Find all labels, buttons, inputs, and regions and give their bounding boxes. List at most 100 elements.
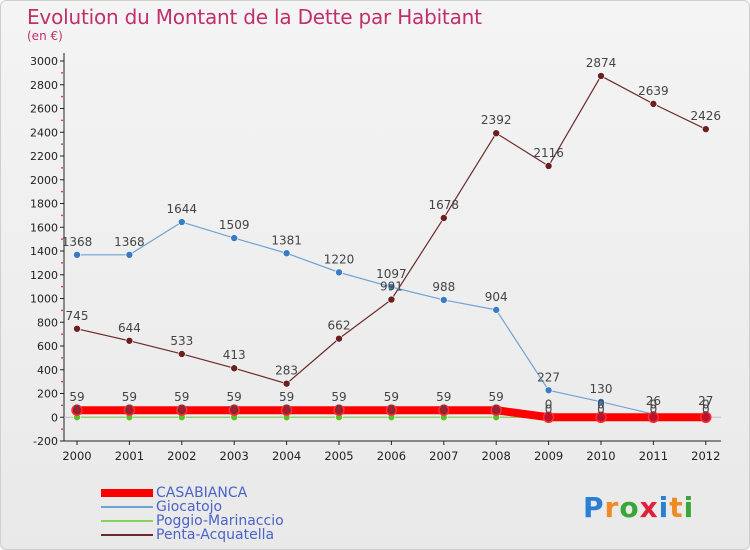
- data-label-casabianca: 59: [174, 390, 189, 404]
- data-point-casabianca: [542, 411, 555, 423]
- data-label-poggio-marinaccio: 0: [283, 402, 291, 416]
- legend-swatch-giocatojo: [101, 506, 153, 508]
- data-label-giocatojo: 1220: [324, 252, 355, 266]
- legend-label-casabianca: CASABIANCA: [156, 485, 248, 501]
- data-label-casabianca: 59: [227, 390, 242, 404]
- data-point-casabianca: [438, 404, 450, 416]
- y-tick-label: 800: [37, 316, 58, 329]
- logo-letter: i: [683, 491, 695, 524]
- y-tick-label: 1600: [30, 221, 58, 234]
- y-tick-label: 2600: [30, 103, 58, 116]
- data-point-penta-acquatella: [492, 129, 501, 137]
- data-point-casabianca: [333, 404, 345, 416]
- data-label-giocatojo: 1509: [219, 218, 250, 232]
- x-tick-label: 2000: [62, 449, 91, 463]
- data-label-giocatojo: 27: [698, 394, 713, 408]
- legend-label-giocatojo: Giocatojo: [156, 499, 223, 515]
- chart-subtitle: (en €): [27, 29, 63, 43]
- chart-legend: CASABIANCA Giocatojo Poggio-Marinaccio Pent…: [101, 486, 284, 542]
- legend-swatch-casabianca: [101, 489, 153, 497]
- data-label-poggio-marinaccio: 0: [545, 402, 553, 416]
- data-label-giocatojo: 904: [485, 290, 508, 304]
- legend-label-penta-acquatella: Penta-Acquatella: [156, 527, 275, 543]
- data-point-giocatojo: [439, 296, 448, 304]
- y-minor-tick: [61, 71, 63, 74]
- x-tick-label: 2006: [377, 449, 406, 463]
- x-tick-label: 2008: [482, 449, 511, 463]
- legend-item-giocatojo: Giocatojo: [101, 500, 284, 514]
- logo-letter: x: [639, 491, 659, 524]
- data-label-giocatojo: 227: [537, 370, 560, 384]
- data-point-penta-acquatella: [125, 336, 134, 345]
- data-point-penta-acquatella: [387, 295, 396, 304]
- x-tick-label: 2001: [115, 449, 144, 463]
- y-minor-tick: [61, 380, 63, 383]
- data-point-casabianca: [490, 404, 502, 416]
- data-point-casabianca: [71, 404, 83, 416]
- y-tick-label: 200: [37, 388, 58, 401]
- data-label-poggio-marinaccio: 0: [597, 402, 605, 416]
- data-label-casabianca: 59: [436, 390, 451, 404]
- y-minor-tick: [61, 428, 63, 431]
- data-label-poggio-marinaccio: 0: [126, 402, 134, 416]
- y-tick-label: 1400: [30, 245, 58, 258]
- y-tick-label: 2200: [30, 150, 58, 163]
- data-point-giocatojo: [387, 283, 396, 291]
- y-minor-tick: [61, 95, 63, 98]
- data-label-casabianca: 59: [384, 390, 399, 404]
- data-label-casabianca: 59: [279, 390, 294, 404]
- data-label-casabianca: 59: [69, 390, 84, 404]
- data-point-giocatojo: [125, 251, 134, 259]
- data-point-penta-acquatella: [439, 214, 448, 222]
- y-tick-label: 600: [37, 340, 58, 353]
- logo-letter: P: [583, 491, 605, 524]
- data-label-penta-acquatella: 745: [66, 309, 89, 323]
- data-label-casabianca: 59: [489, 390, 504, 404]
- y-tick-label: 1200: [30, 269, 58, 282]
- y-minor-tick: [61, 261, 63, 264]
- x-tick-label: 2007: [429, 449, 458, 463]
- data-point-giocatojo: [492, 306, 501, 314]
- data-point-penta-acquatella: [73, 324, 81, 333]
- logo-letter: o: [619, 491, 640, 524]
- x-tick-label: 2005: [324, 449, 353, 463]
- chart-title: Evolution du Montant de la Dette par Hab…: [27, 5, 482, 29]
- data-label-giocatojo: 988: [432, 280, 455, 294]
- y-tick-label: 400: [37, 364, 58, 377]
- data-point-casabianca: [647, 411, 660, 423]
- x-tick-label: 2002: [167, 449, 196, 463]
- data-point-giocatojo: [597, 398, 605, 406]
- y-minor-tick: [61, 309, 63, 312]
- y-minor-tick: [61, 214, 63, 217]
- x-tick-label: 2004: [272, 449, 301, 463]
- data-label-casabianca: 59: [122, 390, 137, 404]
- data-label-poggio-marinaccio: 0: [388, 402, 396, 416]
- data-point-giocatojo: [73, 251, 81, 259]
- data-label-penta-acquatella: 991: [380, 280, 403, 294]
- legend-swatch-penta-acquatella: [101, 534, 153, 536]
- x-tick-label: 2011: [639, 449, 668, 463]
- data-label-penta-acquatella: 662: [328, 319, 351, 333]
- data-point-casabianca: [228, 404, 240, 416]
- data-label-giocatojo: 1368: [114, 235, 145, 249]
- y-minor-tick: [61, 333, 63, 336]
- data-label-poggio-marinaccio: 0: [230, 402, 238, 416]
- data-point-penta-acquatella: [282, 379, 291, 388]
- data-label-poggio-marinaccio: 0: [335, 402, 343, 416]
- x-tick-label: 2003: [220, 449, 249, 463]
- data-label-poggio-marinaccio: 0: [702, 402, 710, 416]
- y-minor-tick: [61, 404, 63, 407]
- data-label-giocatojo: 1368: [62, 235, 93, 249]
- data-point-penta-acquatella: [544, 162, 553, 170]
- data-label-casabianca: 0: [702, 397, 710, 411]
- data-label-giocatojo: 1644: [167, 202, 198, 216]
- data-point-giocatojo: [335, 268, 343, 277]
- y-tick-label: 3000: [30, 55, 58, 68]
- data-point-casabianca: [385, 404, 398, 416]
- logo-letter: i: [658, 491, 670, 524]
- data-point-penta-acquatella: [178, 350, 186, 358]
- y-tick-label: 1000: [30, 293, 58, 306]
- y-tick-label: 2400: [30, 126, 58, 139]
- data-point-penta-acquatella: [335, 334, 343, 343]
